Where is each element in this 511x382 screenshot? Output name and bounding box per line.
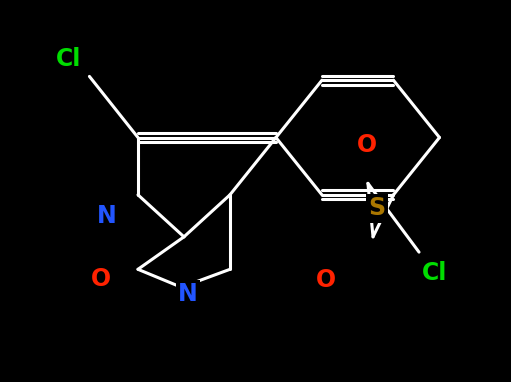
Text: O: O — [357, 133, 377, 157]
Text: O: O — [316, 268, 336, 291]
Text: S: S — [368, 196, 386, 220]
Text: N: N — [97, 204, 116, 228]
Text: N: N — [178, 282, 198, 306]
Text: Cl: Cl — [56, 47, 82, 71]
Text: Cl: Cl — [422, 261, 447, 285]
Text: O: O — [91, 267, 111, 291]
